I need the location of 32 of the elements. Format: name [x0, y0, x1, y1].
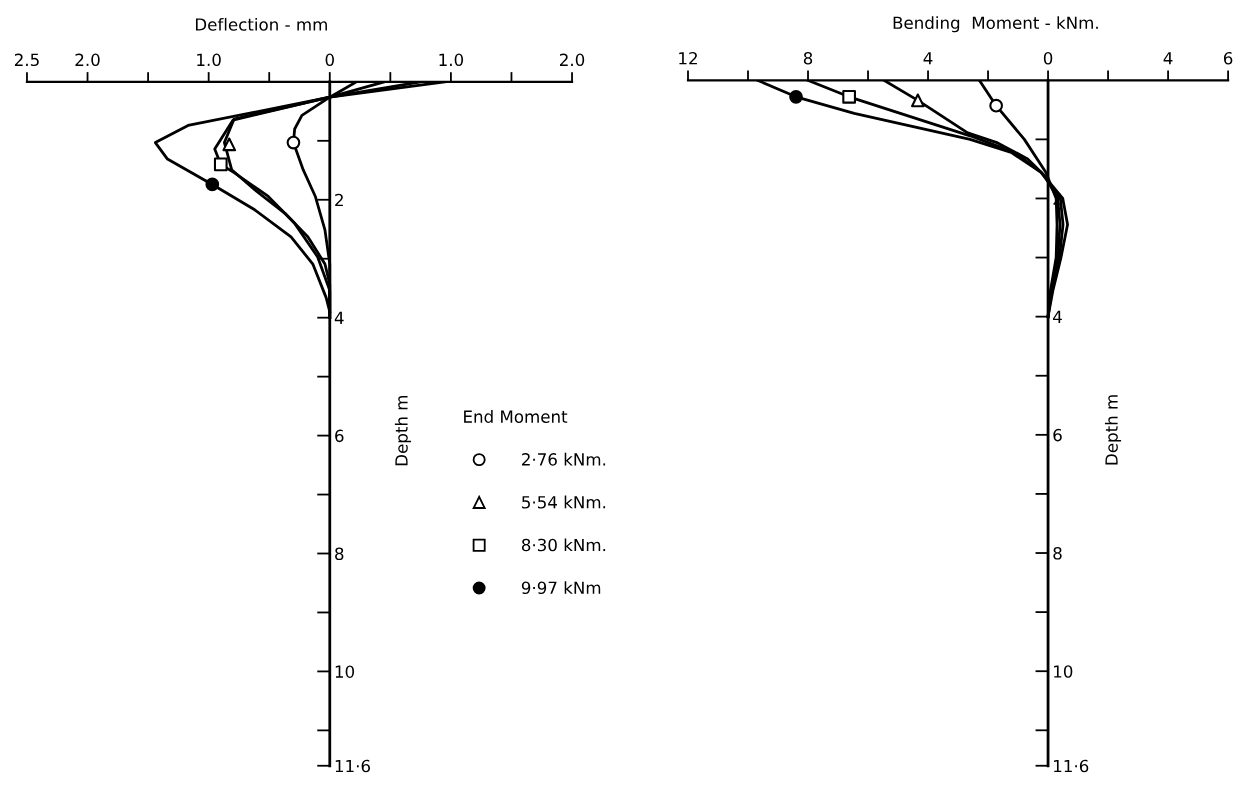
legend-label: 8·30 kNm. [521, 538, 606, 552]
x-tick-label: 1.0 [439, 53, 464, 67]
y-tick-label: 8 [1053, 546, 1062, 560]
x-tick-label: 4 [923, 52, 933, 65]
x-axis-title: Bending Moment - kNm. [893, 16, 1098, 33]
x-tick-label: 0 [1043, 51, 1053, 65]
y-axis-title: Depth m [1104, 395, 1122, 465]
x-axis-title: Deflection - mm [195, 17, 327, 31]
legend-label: 5·54 kNm. [522, 495, 606, 509]
legend-label: 9·97 kNm [521, 581, 601, 595]
x-tick-label: 2.0 [560, 53, 585, 67]
y-tick-label: 2 [335, 193, 343, 207]
x-tick-label: 2.0 [75, 53, 100, 67]
x-tick-label: 8 [803, 51, 813, 65]
x-tick-label: 0 [325, 53, 334, 67]
y-tick-label: 11·6 [335, 759, 371, 773]
y-tick-label: 4 [334, 311, 344, 325]
x-tick-label: 4 [1163, 52, 1173, 65]
y-tick-label: 10 [1054, 665, 1073, 678]
x-tick-label: 12 [679, 51, 697, 65]
y-tick-label: 11·6 [1054, 759, 1089, 773]
y-tick-label: 6 [1053, 428, 1062, 442]
x-tick-label: 2.5 [14, 53, 39, 67]
x-tick-label: 6 [1223, 51, 1233, 65]
y-tick-label: 6 [335, 429, 344, 443]
y-tick-label: 8 [335, 547, 344, 561]
y-tick-label: 4 [1053, 310, 1062, 323]
legend-label: 2·76 kNm. [522, 452, 606, 466]
y-axis-title: Depth m [394, 395, 412, 466]
legend-title: End Moment [464, 410, 568, 423]
x-tick-label: 1.0 [197, 53, 221, 67]
y-tick-label: 10 [335, 665, 355, 678]
